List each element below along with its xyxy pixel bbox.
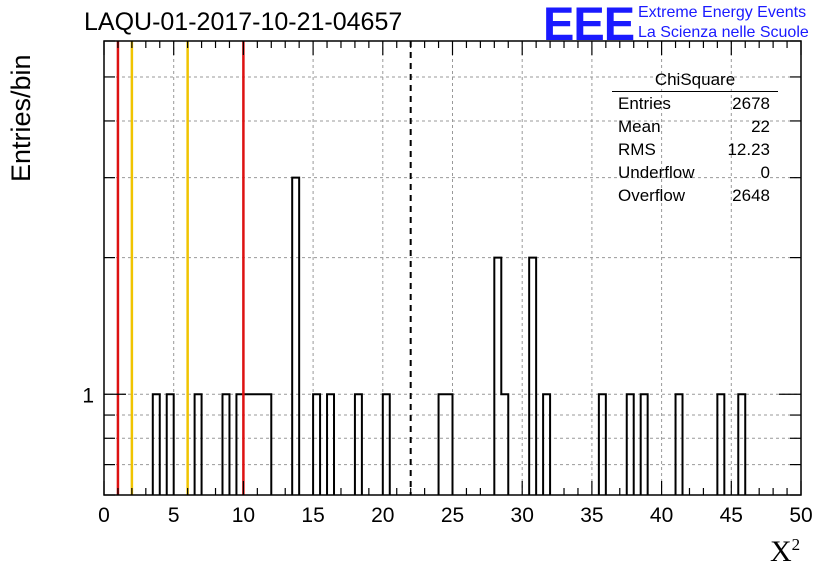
histogram-bin — [641, 394, 648, 495]
y-tick-label: 1 — [82, 384, 94, 407]
stats-row: Underflow 0 — [612, 161, 778, 184]
histogram-outline — [151, 176, 747, 495]
histogram-bin — [501, 394, 508, 495]
stats-label: RMS — [618, 140, 656, 159]
stats-row: Overflow 2648 — [612, 184, 778, 207]
histogram-bin — [599, 394, 606, 495]
histogram-bin — [222, 394, 229, 495]
x-tick-label: 5 — [168, 504, 180, 527]
histogram-bin — [264, 394, 271, 495]
histogram-bin — [167, 394, 174, 495]
stats-row: RMS 12.23 — [612, 138, 778, 161]
logo-line-1: Extreme Energy Events — [638, 4, 807, 21]
chart-title: LAQU-01-2017-10-21-04657 — [84, 8, 403, 36]
histogram-bin — [494, 258, 501, 495]
histogram-bin — [627, 394, 634, 495]
histogram-bin — [439, 394, 446, 495]
stats-label: Underflow — [618, 163, 695, 182]
histogram-bin — [257, 394, 264, 495]
histogram-bin — [327, 394, 334, 495]
stats-label: Mean — [618, 117, 661, 136]
x-tick-label: 0 — [98, 504, 110, 527]
stats-row: Mean 22 — [612, 115, 778, 138]
logo-line-2: La Scienza nelle Scuole — [638, 24, 809, 41]
histogram-bin — [446, 394, 453, 495]
stats-label: Entries — [618, 94, 671, 113]
histogram-bin — [529, 258, 536, 495]
x-tick-label: 50 — [789, 504, 812, 527]
x-tick-label: 10 — [232, 504, 255, 527]
histogram-bin — [250, 394, 257, 495]
x-tick-label: 15 — [301, 504, 324, 527]
x-tick-label: 30 — [511, 504, 534, 527]
eee-logo: EEE — [543, 0, 635, 50]
stats-value: 2678 — [732, 94, 770, 113]
stats-row: Entries 2678 — [612, 92, 778, 115]
histogram-bin — [543, 394, 550, 495]
stats-value: 12.23 — [727, 140, 770, 159]
x-axis-label-main: X — [770, 535, 792, 568]
x-axis-label-sup: 2 — [791, 535, 801, 554]
stats-value: 22 — [751, 117, 770, 136]
stats-title: ChiSquare — [612, 68, 778, 92]
histogram-bin — [717, 394, 724, 495]
x-tick-label: 20 — [371, 504, 394, 527]
stats-rows: Entries 2678 Mean 22 RMS 12.23 Underflow 0 Overf… — [612, 92, 778, 207]
x-tick-label: 40 — [650, 504, 673, 527]
logo-caption: Extreme Energy Events La Scienza nelle S… — [638, 3, 809, 43]
histogram-bin — [383, 394, 390, 495]
histogram-bin — [676, 394, 683, 495]
x-tick-label: 45 — [720, 504, 743, 527]
histogram-bin — [355, 394, 362, 495]
stats-label: Overflow — [618, 186, 686, 205]
stats-box: ChiSquare Entries 2678 Mean 22 RMS 12.23 Under… — [612, 68, 778, 207]
x-tick-label: 35 — [580, 504, 603, 527]
histogram-bin — [195, 394, 202, 495]
x-axis-label: X2 — [770, 535, 800, 569]
histogram-bin — [292, 178, 299, 495]
stats-value: 2648 — [732, 186, 770, 205]
x-tick-label: 25 — [441, 504, 464, 527]
histogram-bin — [738, 394, 745, 495]
stats-value: 0 — [760, 163, 770, 182]
histogram-bin — [153, 394, 160, 495]
histogram-bin — [313, 394, 320, 495]
